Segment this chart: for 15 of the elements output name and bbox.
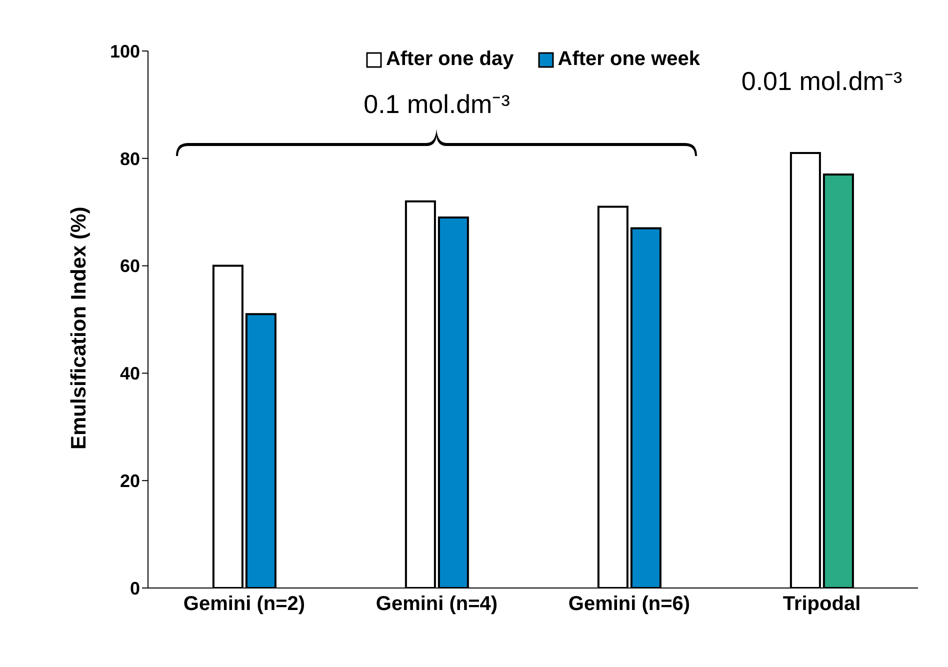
annotation: 0.01 mol.dm⁻³ — [740, 64, 904, 98]
annotation: 0.1 mol.dm⁻³ — [362, 88, 511, 122]
legend-label: After one day — [384, 48, 514, 71]
y-tick-label: 0 — [130, 578, 140, 598]
x-tick-label: Tripodal — [782, 593, 861, 616]
y-tick-label: 100 — [110, 41, 140, 62]
x-tick-label: Gemini (n=6) — [568, 593, 690, 616]
y-tick-label: 60 — [120, 256, 140, 276]
x-tick-label: Gemini (n=4) — [376, 593, 498, 616]
y-tick-label: 40 — [120, 364, 140, 384]
legend-label: After one week — [556, 48, 700, 71]
x-tick-label: Gemini (n=2) — [183, 593, 306, 616]
y-tick-label: 20 — [120, 470, 140, 491]
y-axis-title: Emulsification Index (%) — [67, 206, 90, 450]
y-tick-label: 80 — [120, 148, 140, 169]
